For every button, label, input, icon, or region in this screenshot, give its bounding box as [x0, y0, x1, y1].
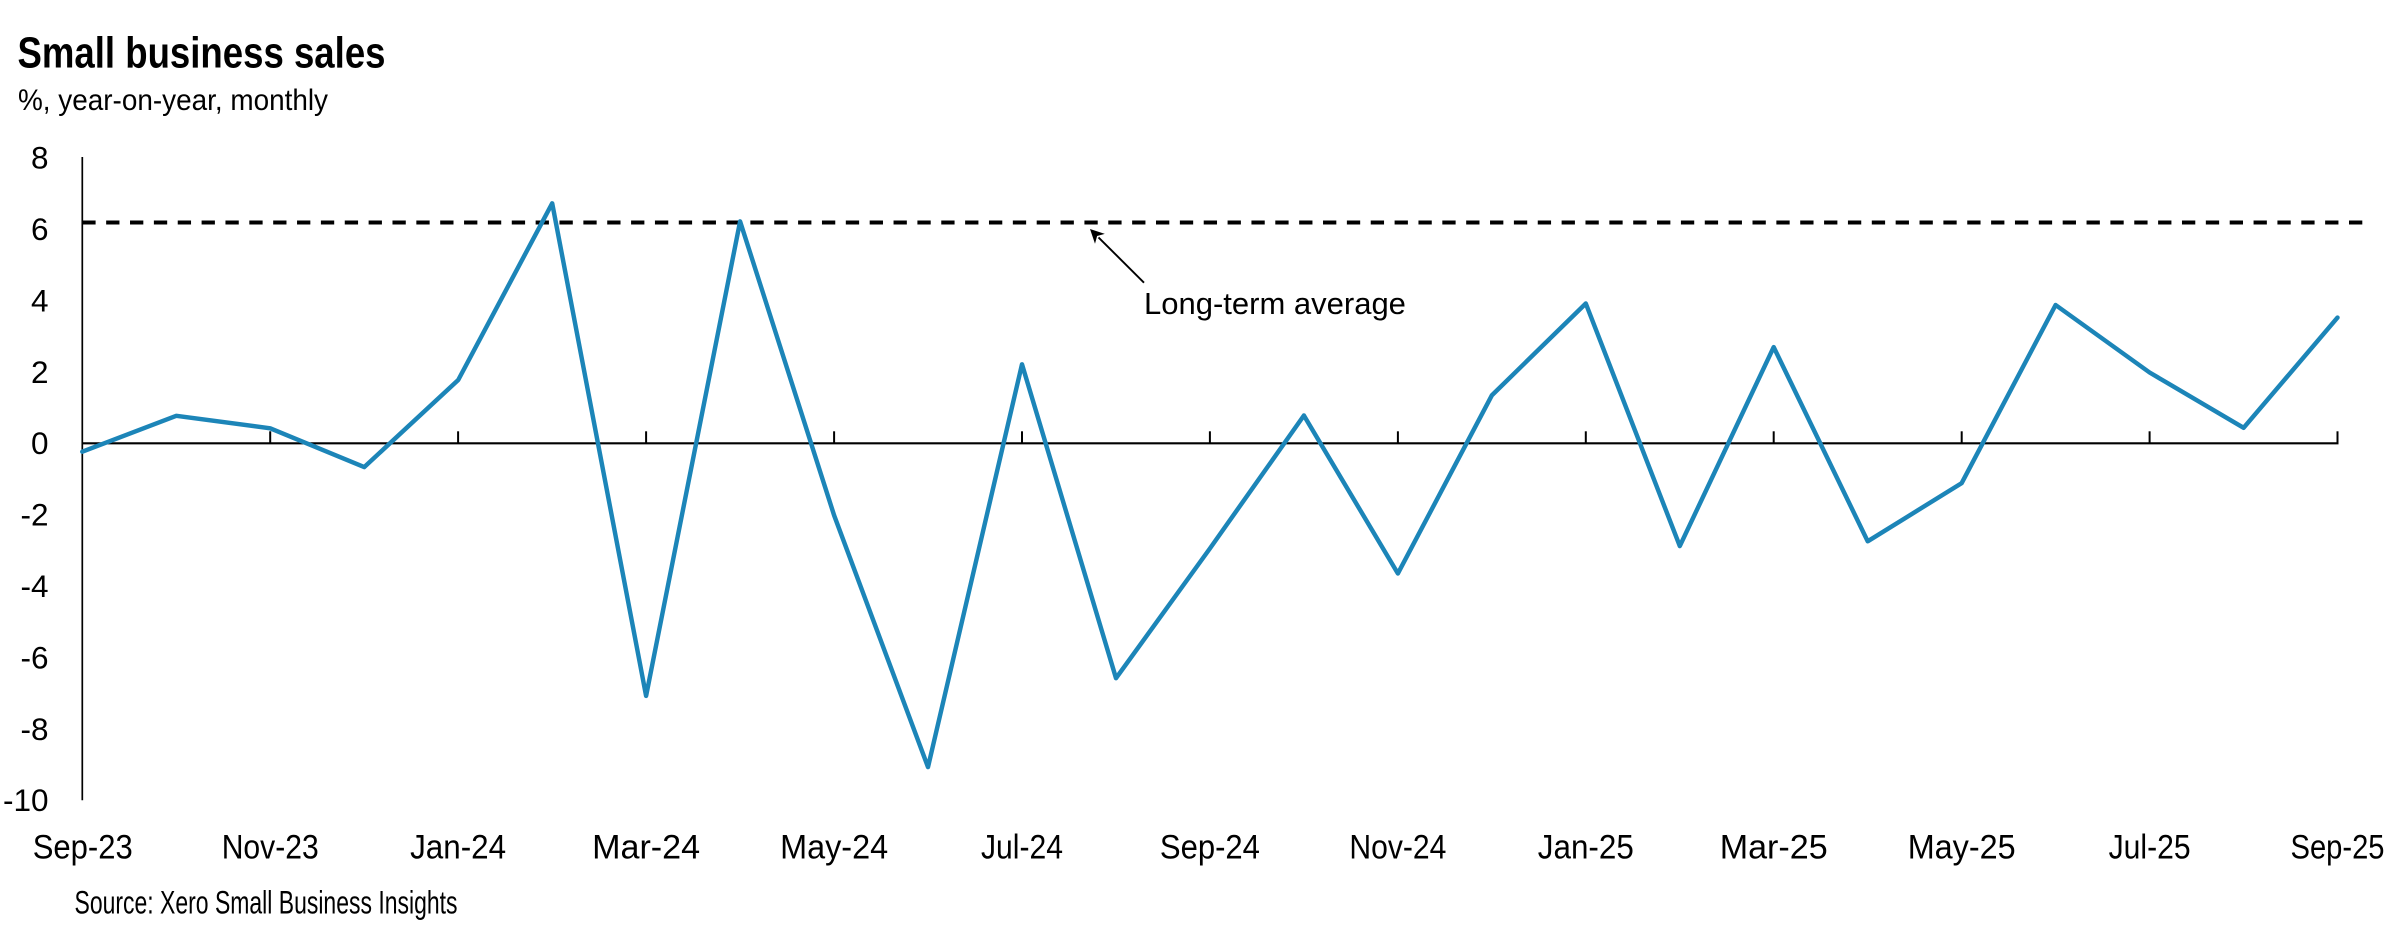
svg-text:Sep-24: Sep-24: [1160, 828, 1260, 866]
svg-text:Small business sales: Small business sales: [18, 29, 386, 78]
svg-text:May-24: May-24: [780, 828, 888, 866]
svg-text:May-25: May-25: [1908, 828, 2016, 866]
svg-text:Nov-23: Nov-23: [222, 828, 319, 866]
svg-text:4: 4: [31, 282, 49, 318]
svg-text:Mar-25: Mar-25: [1720, 828, 1828, 866]
svg-text:Mar-24: Mar-24: [592, 828, 700, 866]
svg-text:-2: -2: [20, 497, 48, 533]
svg-text:Jul-24: Jul-24: [981, 828, 1063, 866]
svg-text:0: 0: [31, 425, 49, 461]
svg-text:Nov-24: Nov-24: [1349, 828, 1446, 866]
svg-text:Jan-25: Jan-25: [1538, 828, 1634, 866]
svg-text:-8: -8: [20, 711, 48, 747]
svg-text:2: 2: [31, 354, 49, 390]
svg-text:Source: Xero Small Business In: Source: Xero Small Business Insights: [75, 885, 458, 921]
svg-text:-6: -6: [20, 639, 48, 675]
svg-text:8: 8: [31, 140, 49, 176]
svg-text:Sep-23: Sep-23: [33, 828, 133, 866]
svg-text:Jul-25: Jul-25: [2109, 828, 2191, 866]
svg-text:Sep-25: Sep-25: [2291, 828, 2385, 866]
svg-text:Long-term average: Long-term average: [1144, 286, 1406, 321]
svg-text:Jan-24: Jan-24: [410, 828, 506, 866]
svg-text:-10: -10: [3, 782, 49, 818]
svg-text:6: 6: [31, 211, 49, 247]
svg-text:%, year-on-year, monthly: %, year-on-year, monthly: [18, 84, 328, 117]
svg-text:-4: -4: [20, 568, 48, 604]
